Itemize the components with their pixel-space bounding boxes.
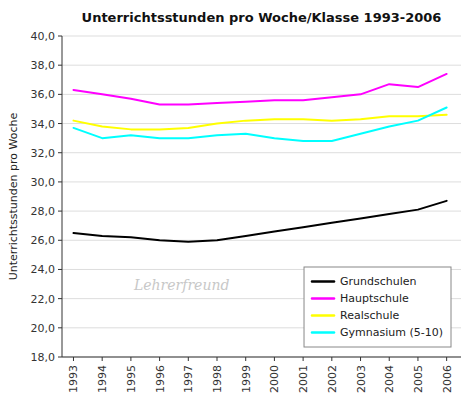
y-tick-label: 18,0 <box>31 351 56 364</box>
series-line <box>73 115 446 130</box>
x-tick <box>389 357 390 361</box>
y-tick <box>58 181 62 182</box>
y-tick-label: 22,0 <box>31 293 56 306</box>
x-tick-label: 2002 <box>326 365 339 393</box>
x-axis-line <box>62 357 461 358</box>
grid-line <box>62 357 461 358</box>
grid-line <box>62 65 461 66</box>
series-line <box>73 108 446 142</box>
grid-line <box>62 36 461 37</box>
x-tick <box>360 357 361 361</box>
y-tick-label: 30,0 <box>31 176 56 189</box>
x-tick-label: 2000 <box>268 365 281 393</box>
y-axis-label: Unterrichtsstunden pro Woche <box>7 113 20 281</box>
series-line <box>73 201 446 242</box>
y-axis-line <box>62 36 63 357</box>
x-tick-label: 2006 <box>441 365 454 393</box>
y-tick <box>58 211 62 212</box>
background <box>0 0 475 403</box>
grid-line <box>62 240 461 241</box>
legend-swatch <box>312 280 334 283</box>
lines <box>73 74 446 242</box>
legend-label: Realschule <box>340 309 399 322</box>
x-tick <box>245 357 246 361</box>
x-tick-label: 1995 <box>125 365 138 393</box>
x-tick <box>303 357 304 361</box>
y-tick <box>58 357 62 358</box>
watermark: Lehrerfreund <box>133 277 229 293</box>
y-tick-label: 40,0 <box>31 30 56 43</box>
x-axis: 1993 1994 1995 1996 1997 1998 1999 2000 2001 2002… <box>67 357 453 393</box>
x-tick-label: 1996 <box>154 365 167 393</box>
x-tick-label: 2005 <box>412 365 425 393</box>
legend-label: Gymnasium (5-10) <box>340 326 443 339</box>
x-tick-label: 1994 <box>96 365 109 393</box>
y-tick-label: 24,0 <box>31 263 56 276</box>
grid-line <box>62 152 461 153</box>
series-line <box>73 74 446 105</box>
x-tick-label: 2003 <box>355 365 368 393</box>
y-tick <box>58 94 62 95</box>
y-tick <box>58 269 62 270</box>
legend-label: Grundschulen <box>340 275 417 288</box>
x-tick-label: 2004 <box>383 365 396 393</box>
y-tick <box>58 123 62 124</box>
y-tick-label: 36,0 <box>31 88 56 101</box>
x-tick <box>446 357 447 361</box>
y-tick <box>58 240 62 241</box>
y-tick <box>58 152 62 153</box>
x-tick-label: 1999 <box>240 365 253 393</box>
grid-line <box>62 94 461 95</box>
legend-label: Hauptschule <box>340 292 409 305</box>
x-tick-label: 1998 <box>211 365 224 393</box>
title: Unterrichtsstunden pro Woche/Klasse 1993… <box>82 10 442 25</box>
legend-box <box>304 267 451 347</box>
x-tick-label: 1993 <box>67 365 80 393</box>
x-tick <box>274 357 275 361</box>
x-tick-label: 2001 <box>297 365 310 393</box>
x-tick <box>331 357 332 361</box>
y-tick-label: 32,0 <box>31 147 56 160</box>
legend: Grundschulen Hauptschule Realschule Gymnasi… <box>304 267 451 347</box>
grid-line <box>62 181 461 182</box>
grid <box>62 36 461 357</box>
x-tick <box>159 357 160 361</box>
x-tick <box>417 357 418 361</box>
legend-swatch <box>312 297 334 300</box>
x-tick <box>188 357 189 361</box>
y-tick <box>58 327 62 328</box>
chart: 18,0 20,0 22,0 24,0 26,0 28,0 30,0 32,0 34,0 36,0… <box>0 0 475 403</box>
y-tick-label: 26,0 <box>31 234 56 247</box>
y-tick <box>58 36 62 37</box>
x-tick <box>130 357 131 361</box>
y-axis: 18,0 20,0 22,0 24,0 26,0 28,0 30,0 32,0 34,0 36,0… <box>31 30 63 364</box>
x-tick-label: 1997 <box>182 365 195 393</box>
y-tick <box>58 298 62 299</box>
y-tick-label: 34,0 <box>31 118 56 131</box>
y-tick <box>58 65 62 66</box>
x-tick <box>217 357 218 361</box>
x-tick <box>73 357 74 361</box>
y-tick-label: 28,0 <box>31 205 56 218</box>
y-tick-label: 20,0 <box>31 322 56 335</box>
x-tick <box>102 357 103 361</box>
legend-swatch <box>312 331 334 334</box>
y-tick-label: 38,0 <box>31 59 56 72</box>
legend-swatch <box>312 314 334 317</box>
